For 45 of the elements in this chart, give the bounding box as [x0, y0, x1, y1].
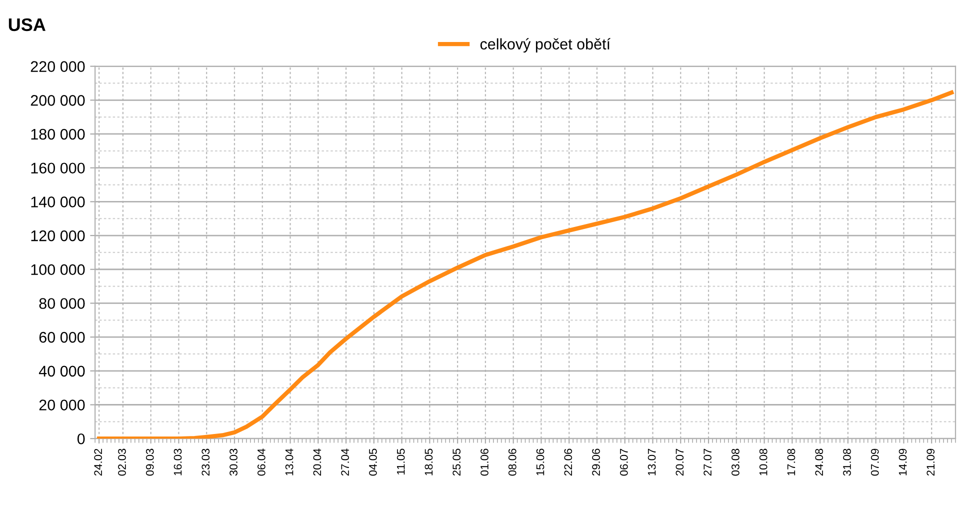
y-tick-label: 80 000: [39, 298, 85, 309]
x-tick-label: 02.03: [118, 448, 126, 476]
x-tick-label: 07.09: [870, 448, 879, 476]
y-tick-label: 40 000: [38, 366, 85, 377]
x-tick-label: 10.08: [759, 448, 768, 476]
x-tick-label: 11.05: [396, 448, 405, 474]
x-tick-label: 03.08: [732, 448, 740, 476]
x-tick-label: 06.07: [620, 448, 628, 476]
x-tick-label: 14.09: [898, 448, 907, 476]
x-tick-label: 24.02: [94, 448, 102, 476]
chart-title: USA: [8, 18, 46, 32]
x-tick-label: 25.05: [452, 448, 461, 476]
x-tick-label: 27.04: [341, 448, 350, 476]
x-tick-label: 23.03: [202, 448, 210, 476]
x-tick-label: 09.03: [146, 448, 154, 476]
x-tick-label: 20.04: [313, 448, 322, 476]
x-tick-label: 20.07: [676, 448, 684, 476]
x-tick-label: 04.05: [369, 448, 377, 476]
x-tick-label: 16.03: [174, 448, 182, 476]
x-tick-label: 15.06: [536, 448, 544, 476]
x-tick-label: 13.07: [648, 448, 656, 476]
y-tick-label: 220 000: [30, 61, 85, 72]
y-tick-label: 100 000: [31, 264, 85, 276]
x-tick-label: 01.06: [480, 448, 488, 476]
y-tick-label: 20 000: [39, 400, 85, 410]
x-tick-label: 29.06: [592, 448, 600, 476]
y-tick-label: 140 000: [31, 196, 85, 208]
x-tick-label: 31.08: [843, 448, 851, 476]
x-tick-label: 06.04: [257, 448, 266, 476]
y-tick-label: 0: [77, 433, 85, 444]
x-tick-label: 13.04: [285, 448, 294, 476]
y-tick-label: 120 000: [31, 230, 85, 242]
x-tick-label: 21.09: [926, 448, 935, 476]
x-tick-label: 22.06: [564, 448, 572, 476]
y-tick-label: 200 000: [30, 95, 85, 106]
x-tick-label: 27.07: [704, 448, 712, 476]
x-tick-label: 30.03: [230, 448, 238, 476]
legend-label: celkový počet obětí: [480, 38, 610, 53]
y-tick-label: 160 000: [31, 162, 85, 174]
x-tick-label: 08.06: [508, 448, 516, 476]
x-tick-label: 18.05: [424, 448, 433, 476]
x-tick-label: 17.08: [787, 448, 796, 476]
y-tick-label: 180 000: [31, 128, 85, 140]
y-tick-label: 60 000: [39, 332, 85, 343]
x-tick-label: 24.08: [815, 448, 824, 476]
